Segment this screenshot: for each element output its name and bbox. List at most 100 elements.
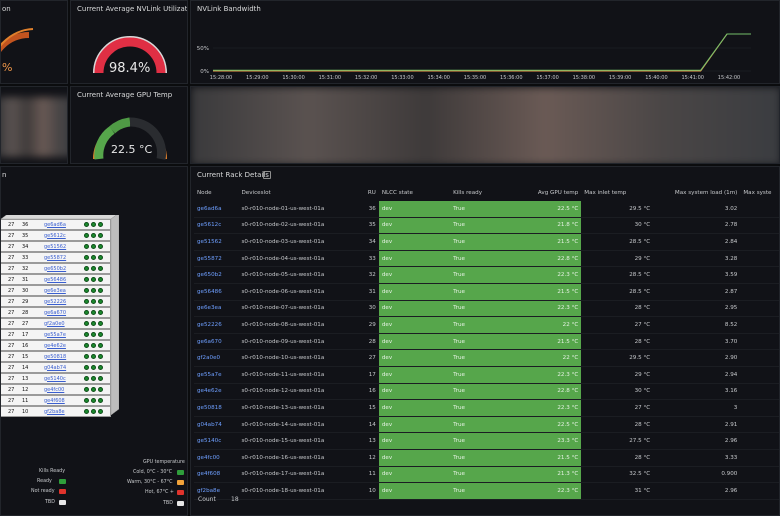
status-dot-icon [84, 331, 89, 337]
column-header[interactable]: Deviceslot [241, 190, 271, 196]
table-row[interactable]: ge5140c s0-r010-node-15-us-west-01a 13 dev T… [194, 432, 779, 450]
table-row[interactable]: gf2a0e0 s0-r010-node-10-us-west-01a 27 dev T… [194, 349, 779, 367]
rack-server-row[interactable]: 27 12 ge4fc00 [1, 384, 111, 395]
node-link[interactable]: ge6ad6a [194, 201, 239, 218]
rack-server-row[interactable]: 27 33 ge55872 [1, 252, 111, 263]
rack-server-row[interactable]: 27 32 ge650b2 [1, 263, 111, 274]
rack-node-link[interactable]: ge4f608 [44, 397, 65, 404]
rack-server-row[interactable]: 27 15 ge50818 [1, 351, 111, 362]
table-row[interactable]: ge4f608 s0-r010-node-17-us-west-01a 11 dev T… [194, 466, 779, 484]
node-link[interactable]: ge5140c [194, 432, 239, 450]
rack-node-link[interactable]: ge5612c [44, 232, 66, 239]
rack-server-row[interactable]: 27 28 ge6a670 [1, 307, 111, 318]
rack-node-link[interactable]: ge6a670 [44, 309, 67, 316]
node-link[interactable]: ge51562 [194, 233, 239, 251]
nlcc-state-cell: dev [378, 217, 451, 235]
node-link[interactable]: gf2ba8e [194, 482, 239, 500]
table-cell-empty [740, 201, 779, 218]
table-row[interactable]: ge4fc00 s0-r010-node-16-us-west-01a 12 dev T… [194, 449, 779, 467]
rack-server-row[interactable]: 27 11 ge4f608 [1, 395, 111, 406]
table-row[interactable]: gf2ba8e s0-r010-node-18-us-west-01a 10 dev T… [194, 482, 779, 500]
node-link[interactable]: ge6e3ea [194, 300, 239, 318]
rack-node-link[interactable]: gf2a0e0 [44, 320, 65, 327]
rack-server-row[interactable]: 27 14 g04ab74 [1, 362, 111, 373]
rack-node-link[interactable]: ge6ad6a [44, 221, 66, 228]
rack-server-row[interactable]: 27 31 ge56486 [1, 274, 111, 285]
node-link[interactable]: ge6a670 [194, 333, 239, 351]
table-row[interactable]: g04ab74 s0-r010-node-14-us-west-01a 14 dev T… [194, 416, 779, 434]
kills-legend: Kills Ready Ready Not ready TBD [1, 469, 81, 515]
rack-node-link[interactable]: ge50818 [44, 353, 67, 360]
status-dot-icon [84, 320, 89, 326]
x-tick-label: 15:28:00 [210, 75, 232, 81]
node-link[interactable]: ge50818 [194, 399, 239, 417]
node-link[interactable]: ge4fc00 [194, 449, 239, 467]
rack-server-row[interactable]: 27 10 gf2ba8e [1, 406, 111, 417]
rack-server-row[interactable]: 27 13 ge5140c [1, 373, 111, 384]
ru-cell: 34 [360, 233, 379, 251]
avg-gpu-temp-cell: 22.3 °C [508, 266, 582, 284]
node-link[interactable]: ge650b2 [194, 266, 239, 284]
nlcc-state-cell: dev [378, 266, 451, 284]
rack-server-row[interactable]: 27 27 gf2a0e0 [1, 318, 111, 329]
node-link[interactable]: ge55872 [194, 250, 239, 268]
rack-node-link[interactable]: ge56486 [44, 276, 67, 283]
node-link[interactable]: ge4e62e [194, 383, 239, 401]
rack-server-row[interactable]: 27 17 ge55a7e [1, 329, 111, 340]
table-row[interactable]: ge6ad6a s0-r010-node-01-us-west-01a 36 dev T… [194, 201, 779, 218]
column-header[interactable]: Max syste [743, 190, 772, 196]
table-row[interactable]: ge51562 s0-r010-node-03-us-west-01a 34 dev T… [194, 233, 779, 251]
rack-node-link[interactable]: ge650b2 [44, 265, 67, 272]
table-row[interactable]: ge4e62e s0-r010-node-12-us-west-01a 16 dev T… [194, 383, 779, 401]
rack-node-link[interactable]: ge4e62e [44, 342, 66, 349]
rack-server-row[interactable]: 27 35 ge5612c [1, 230, 111, 241]
column-header[interactable]: RU [367, 190, 376, 196]
column-header[interactable]: Max system load (1m) [674, 190, 738, 196]
node-link[interactable]: ge55a7e [194, 366, 239, 384]
rack-node-link[interactable]: gf2ba8e [44, 408, 65, 415]
rack-node-link[interactable]: ge55872 [44, 254, 67, 261]
info-icon[interactable] [263, 171, 271, 179]
column-header[interactable]: Node [197, 190, 212, 196]
table-row[interactable]: ge6e3ea s0-r010-node-07-us-west-01a 30 dev T… [194, 300, 779, 318]
rack-server-row[interactable]: 27 29 ge52226 [1, 296, 111, 307]
column-header[interactable]: Kills ready [453, 190, 483, 196]
table-row[interactable]: ge650b2 s0-r010-node-05-us-west-01a 32 dev T… [194, 266, 779, 284]
table-row[interactable]: ge52226 s0-r010-node-08-us-west-01a 29 dev T… [194, 316, 779, 334]
table-row[interactable]: ge55a7e s0-r010-node-11-us-west-01a 17 dev T… [194, 366, 779, 384]
node-link[interactable]: ge52226 [194, 316, 239, 334]
rack-node-link[interactable]: ge4fc00 [44, 386, 65, 393]
node-link[interactable]: ge5612c [194, 217, 239, 235]
status-dot-icon [98, 276, 103, 282]
node-link[interactable]: ge4f608 [194, 466, 239, 484]
rack-label: 27 [8, 221, 15, 228]
table-row[interactable]: ge56486 s0-r010-node-06-us-west-01a 31 dev T… [194, 283, 779, 301]
rack-server-row[interactable]: 27 36 ge6ad6a [1, 219, 111, 230]
status-dot-icon [98, 265, 103, 271]
rack-node-link[interactable]: g04ab74 [44, 364, 67, 371]
column-header[interactable]: NLCC state [381, 190, 413, 196]
table-cell-empty [740, 283, 779, 301]
table-row[interactable]: ge5612c s0-r010-node-02-us-west-01a 35 dev T… [194, 217, 779, 235]
node-link[interactable]: gf2a0e0 [194, 349, 239, 367]
rack-server-row[interactable]: 27 34 ge51562 [1, 241, 111, 252]
rack-server-row[interactable]: 27 16 ge4e62e [1, 340, 111, 351]
table-row[interactable]: ge55872 s0-r010-node-04-us-west-01a 33 dev T… [194, 250, 779, 268]
status-dot-icon [91, 364, 96, 370]
rack-node-link[interactable]: ge5140c [44, 375, 66, 382]
rack-node-link[interactable]: ge52226 [44, 298, 67, 305]
column-header[interactable]: Avg GPU temp [537, 190, 579, 196]
table-row[interactable]: ge50818 s0-r010-node-13-us-west-01a 15 dev T… [194, 399, 779, 417]
rack-node-link[interactable]: ge6e3ea [44, 287, 66, 294]
column-header[interactable]: Max inlet temp [584, 190, 627, 196]
rack-node-link[interactable]: ge55a7e [44, 331, 66, 338]
node-link[interactable]: g04ab74 [194, 416, 239, 434]
table-row[interactable]: ge6a670 s0-r010-node-09-us-west-01a 28 dev T… [194, 333, 779, 351]
node-link[interactable]: ge56486 [194, 283, 239, 301]
max-inlet-temp-cell: 28.5 °C [581, 233, 654, 251]
rack-unit: 27 [22, 320, 29, 327]
status-dot-icon [91, 342, 96, 348]
rack-node-link[interactable]: ge51562 [44, 243, 67, 250]
rack-server-row[interactable]: 27 30 ge6e3ea [1, 285, 111, 296]
avg-gpu-temp-cell: 22.8 °C [508, 250, 582, 268]
